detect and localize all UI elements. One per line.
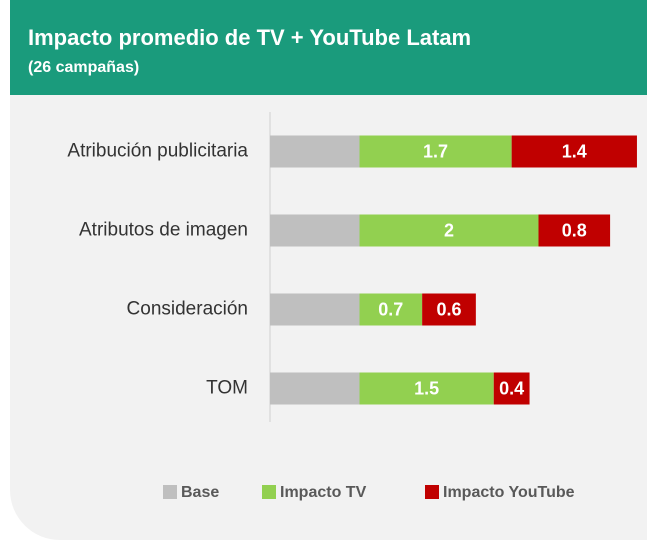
bar-segment bbox=[422, 293, 476, 326]
data-label: 2 bbox=[444, 220, 454, 240]
chart-title: Impacto promedio de TV + YouTube Latam bbox=[28, 25, 471, 50]
bar-segment bbox=[359, 293, 423, 326]
data-label: 0.7 bbox=[378, 299, 403, 319]
legend-label: Impacto YouTube bbox=[443, 484, 575, 501]
bar-segment bbox=[359, 135, 512, 168]
bar-segment bbox=[493, 372, 530, 405]
category-label: Consideración bbox=[127, 299, 248, 320]
bar-segment bbox=[270, 293, 360, 326]
data-label: 0.8 bbox=[562, 220, 587, 240]
legend-swatch bbox=[425, 485, 439, 499]
data-label: 1.7 bbox=[423, 141, 448, 161]
chart-subtitle: (26 campañas) bbox=[28, 59, 139, 76]
category-label: Atributos de imagen bbox=[79, 220, 248, 241]
bar-segment bbox=[359, 214, 539, 247]
legend-swatch bbox=[163, 485, 177, 499]
data-label: 1.5 bbox=[414, 378, 439, 398]
bar-segment bbox=[270, 214, 360, 247]
legend-label: Impacto TV bbox=[280, 484, 367, 501]
bar-segment bbox=[511, 135, 637, 168]
bar-segment bbox=[270, 135, 360, 168]
data-label: 0.4 bbox=[499, 378, 524, 398]
legend-label: Base bbox=[181, 484, 219, 501]
legend-swatch bbox=[262, 485, 276, 499]
data-label: 1.4 bbox=[562, 141, 587, 161]
category-label: Atribución publicitaria bbox=[67, 141, 248, 162]
bar-segment bbox=[270, 372, 360, 405]
bar-segment bbox=[359, 372, 494, 405]
data-label: 0.6 bbox=[436, 299, 461, 319]
header bbox=[10, 0, 647, 95]
bar-segment bbox=[538, 214, 611, 247]
category-label: TOM bbox=[206, 378, 248, 399]
